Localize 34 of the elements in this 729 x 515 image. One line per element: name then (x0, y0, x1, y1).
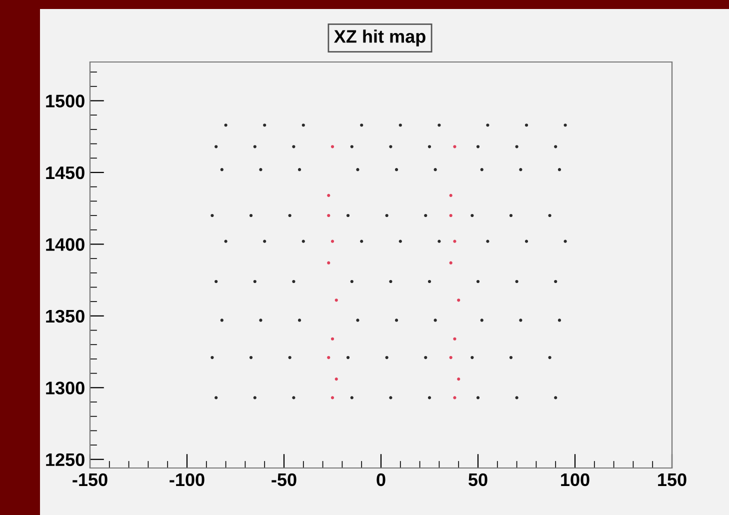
point (330, 337, 334, 340)
point (327, 194, 330, 197)
x-tick-label: 150 (658, 473, 686, 486)
x-tick-label: 0 (376, 473, 386, 486)
y-tick-label: 1350 (46, 310, 84, 323)
point (457, 298, 460, 302)
point (334, 378, 338, 381)
x-tick-label: 50 (468, 473, 488, 486)
point (327, 214, 330, 218)
point (449, 194, 452, 197)
point (453, 145, 456, 148)
y-tick-label: 1250 (46, 453, 84, 466)
x-tick-label: -100 (170, 473, 204, 486)
y-tick-label: 1500 (46, 94, 84, 108)
x-tick-label: -150 (72, 473, 108, 486)
point (330, 240, 334, 243)
point (449, 356, 452, 360)
chart-title: XZ hit map (334, 30, 426, 46)
point (330, 145, 334, 148)
y-tick-label: 1300 (46, 382, 84, 394)
point (453, 337, 456, 340)
y-tick-label: 1400 (46, 238, 84, 251)
point (327, 356, 330, 360)
point (453, 240, 456, 243)
x-tick-label: -50 (272, 473, 296, 486)
x-tick-label: 100 (561, 473, 590, 486)
point (449, 214, 452, 218)
point (457, 378, 460, 381)
point (453, 396, 456, 400)
point (449, 261, 452, 264)
point (327, 261, 330, 264)
point (334, 298, 338, 302)
y-tick-label: 1450 (46, 166, 84, 180)
point (330, 396, 334, 400)
